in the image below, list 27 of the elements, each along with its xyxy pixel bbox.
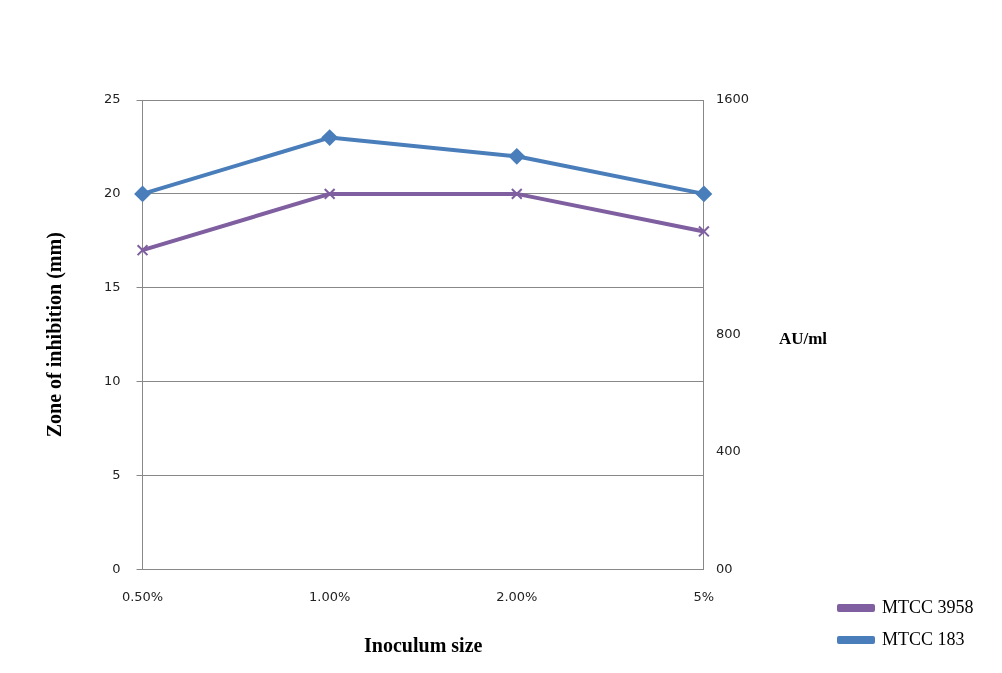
legend-label: MTCC 183 [882,628,965,649]
y-tick-label: 0 [112,560,121,576]
x-tick-label: 2.00% [496,588,538,604]
point [695,185,712,202]
point [510,187,523,200]
y-axis-title: Zone of inhibition (mm) [43,232,67,438]
y2-tick-label: 00 [715,560,733,576]
y-tick-label: 10 [104,373,121,389]
x-axis-title: Inoculum size [364,634,483,657]
x-tick-label: 0.50% [121,588,164,604]
point [321,129,338,146]
point [134,185,151,202]
y2-tick-label: 1600 [715,91,750,107]
point [136,244,149,257]
y-tick-label: 5 [112,466,121,482]
x-tick-label: 1.00% [309,588,351,604]
y2-tick-label: 400 [715,443,741,459]
point [697,225,710,238]
point [323,187,336,200]
y2-axis-title: AU/ml [778,329,828,349]
y-tick-label: 15 [104,279,121,295]
point [508,148,525,165]
y-tick-label: 25 [104,91,121,107]
legend-label: MTCC 3958 [882,596,974,617]
y-tick-label: 20 [104,185,121,201]
x-tick-label: 5% [693,588,715,604]
y2-tick-label: 800 [715,326,741,342]
